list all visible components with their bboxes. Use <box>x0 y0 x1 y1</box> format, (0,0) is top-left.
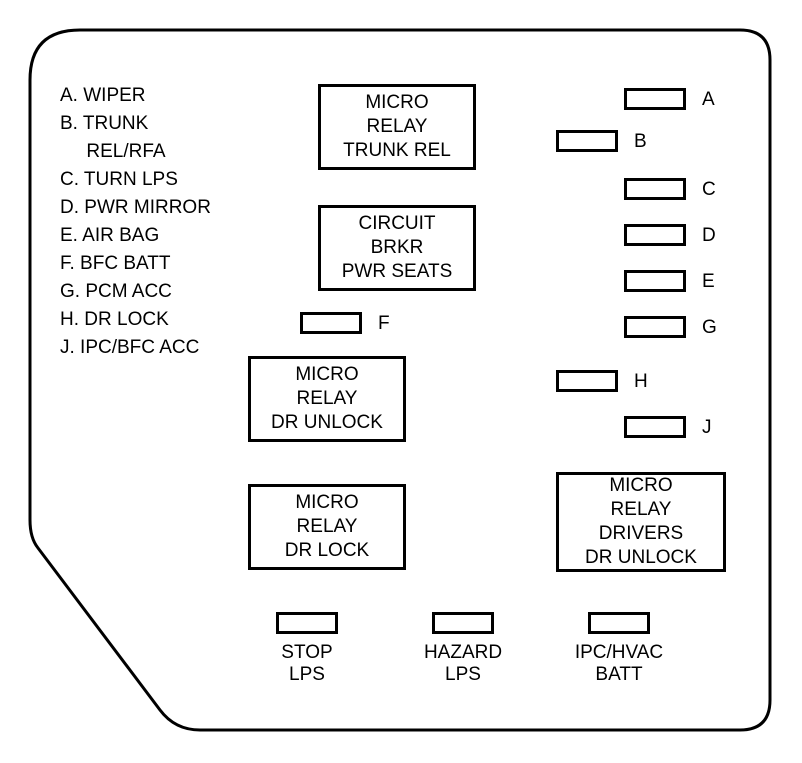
relay-pwr-seats: CIRCUITBRKRPWR SEATS <box>318 205 476 291</box>
fuse-letter-a: A <box>702 89 715 111</box>
relay-line: TRUNK REL <box>343 139 451 163</box>
relay-line: MICRO <box>609 474 672 498</box>
legend-item-b-cont: REL/RFA <box>60 138 211 166</box>
fuse-slot-h <box>556 370 618 392</box>
fuse-box-diagram: A. WIPERB. TRUNK REL/RFAC. TURN LPSD. PW… <box>0 0 802 763</box>
relay-line: DR UNLOCK <box>585 546 697 570</box>
relay-line: MICRO <box>365 91 428 115</box>
relay-dr-lock: MICRORELAYDR LOCK <box>248 484 406 570</box>
fuse-slot-j <box>624 416 686 438</box>
fuse-slot-g <box>624 316 686 338</box>
relay-line: DR LOCK <box>285 539 369 563</box>
relay-line: MICRO <box>295 491 358 515</box>
fuse-label-stop-lps: STOPLPS <box>246 642 368 686</box>
relay-line: BRKR <box>371 236 424 260</box>
legend: A. WIPERB. TRUNK REL/RFAC. TURN LPSD. PW… <box>60 82 211 362</box>
relay-line: DRIVERS <box>599 522 683 546</box>
legend-item-j: J. IPC/BFC ACC <box>60 334 211 362</box>
legend-item-d: D. PWR MIRROR <box>60 194 211 222</box>
relay-line: DR UNLOCK <box>271 411 383 435</box>
relay-trunk-rel: MICRORELAYTRUNK REL <box>318 84 476 170</box>
fuse-slot-ipc-hvac <box>588 612 650 634</box>
fuse-letter-g: G <box>702 317 717 339</box>
fuse-letter-d: D <box>702 225 716 247</box>
legend-item-e: E. AIR BAG <box>60 222 211 250</box>
relay-drv-unlock: MICRORELAYDRIVERSDR UNLOCK <box>556 472 726 572</box>
relay-line: CIRCUIT <box>358 212 435 236</box>
fuse-letter-j: J <box>702 417 712 439</box>
fuse-slot-f <box>300 312 362 334</box>
fuse-letter-b: B <box>634 131 647 153</box>
relay-dr-unlock: MICRORELAYDR UNLOCK <box>248 356 406 442</box>
fuse-letter-f: F <box>378 313 390 335</box>
legend-item-a: A. WIPER <box>60 82 211 110</box>
fuse-slot-hazard-lps <box>432 612 494 634</box>
relay-line: RELAY <box>611 498 672 522</box>
relay-line: MICRO <box>295 363 358 387</box>
fuse-letter-e: E <box>702 271 715 293</box>
fuse-letter-c: C <box>702 179 716 201</box>
fuse-slot-b <box>556 130 618 152</box>
legend-item-c: C. TURN LPS <box>60 166 211 194</box>
relay-line: RELAY <box>297 515 358 539</box>
fuse-label-ipc-hvac: IPC/HVACBATT <box>558 642 680 686</box>
relay-line: PWR SEATS <box>342 260 453 284</box>
legend-item-g: G. PCM ACC <box>60 278 211 306</box>
relay-line: RELAY <box>367 115 428 139</box>
legend-item-h: H. DR LOCK <box>60 306 211 334</box>
fuse-slot-c <box>624 178 686 200</box>
fuse-slot-e <box>624 270 686 292</box>
fuse-letter-h: H <box>634 371 648 393</box>
fuse-slot-d <box>624 224 686 246</box>
fuse-slot-a <box>624 88 686 110</box>
fuse-slot-stop-lps <box>276 612 338 634</box>
relay-line: RELAY <box>297 387 358 411</box>
legend-item-b: B. TRUNK <box>60 110 211 138</box>
fuse-label-hazard-lps: HAZARDLPS <box>402 642 524 686</box>
legend-item-f: F. BFC BATT <box>60 250 211 278</box>
